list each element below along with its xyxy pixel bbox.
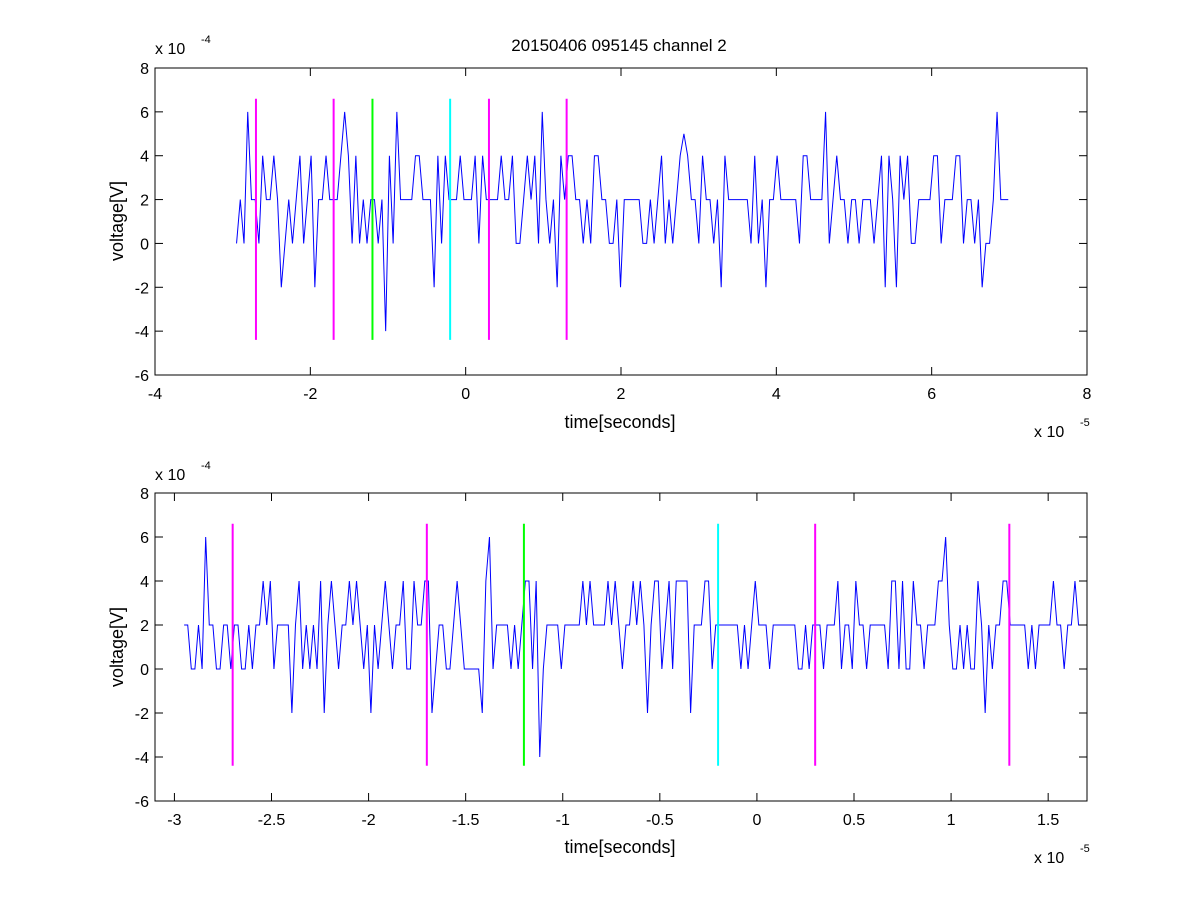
bottom-plot-x-ticks: -3 -2.5 -2 -1.5 -1 -0.5 0 0.5 1 1.5	[167, 493, 1059, 829]
top-plot-x-tick-label: 8	[1083, 386, 1092, 403]
bottom-plot-y-label: voltage[V]	[107, 607, 127, 687]
bottom-plot-y-tick-label: -6	[135, 794, 149, 811]
bottom-plot-x-tick-label: -3	[167, 812, 181, 829]
top-plot-marker-group	[254, 98, 568, 340]
bottom-plot-y-tick-label: 4	[140, 574, 149, 591]
top-plot-y-ticks: -6 -4 -2 0 2 4 6 8	[135, 61, 1087, 385]
top-plot-x-ticks: -4 -2 0 2 4 6 8	[148, 68, 1092, 403]
top-plot-x-exponent-base: x 10	[1034, 424, 1064, 441]
bottom-plot-x-tick-label: -0.5	[646, 812, 674, 829]
top-plot-x-tick-label: 0	[461, 386, 470, 403]
top-plot-x-tick-label: 6	[927, 386, 936, 403]
top-plot-y-tick-label: 4	[140, 149, 149, 166]
top-plot-y-tick-label: -6	[135, 368, 149, 385]
bottom-plot-y-tick-label: -4	[135, 750, 149, 767]
bottom-plot-y-tick-label: 8	[140, 486, 149, 503]
bottom-plot-x-label: time[seconds]	[564, 837, 675, 857]
top-plot-y-tick-label: 2	[140, 193, 149, 210]
top-plot-signal-line	[236, 111, 1009, 332]
top-plot-x-tick-label: 2	[617, 386, 626, 403]
top-plot-y-exponent-base: x 10	[155, 41, 185, 58]
top-plot-y-label: voltage[V]	[107, 181, 127, 261]
bottom-plot-y-tick-label: 6	[140, 530, 149, 547]
bottom-plot-y-exponent: -4	[201, 460, 211, 472]
bottom-plot-x-tick-label: 1	[947, 812, 956, 829]
bottom-plot-signal-group	[184, 536, 1086, 758]
bottom-plot-x-tick-label: 0.5	[843, 812, 865, 829]
bottom-plot-marker-group	[231, 523, 1011, 766]
top-plot-y-tick-label: 6	[140, 105, 149, 122]
bottom-plot-y-tick-label: 0	[140, 662, 149, 679]
bottom-plot-x-exponent: -5	[1080, 843, 1090, 855]
top-plot-signal-group	[236, 111, 1009, 332]
top-plot-x-tick-label: 4	[772, 386, 781, 403]
bottom-plot-y-tick-label: 2	[140, 618, 149, 635]
bottom-plot: -3 -2.5 -2 -1.5 -1 -0.5 0 0.5 1 1.5 -6 -4 -2 0 2 4 6 8 t…	[107, 460, 1090, 867]
bottom-plot-x-tick-label: 1.5	[1037, 812, 1059, 829]
top-plot-y-tick-label: -4	[135, 324, 149, 341]
bottom-plot-x-tick-label: -2.5	[258, 812, 286, 829]
top-plot-x-tick-label: -2	[303, 386, 317, 403]
bottom-plot-x-tick-label: -1	[556, 812, 570, 829]
bottom-plot-axes-box	[154, 492, 1088, 802]
top-plot-y-tick-label: -2	[135, 280, 149, 297]
top-plot-y-tick-label: 0	[140, 236, 149, 253]
bottom-plot-x-tick-label: 0	[752, 812, 761, 829]
bottom-plot-y-ticks: -6 -4 -2 0 2 4 6 8	[135, 486, 1087, 811]
top-plot-y-tick-label: 8	[140, 61, 149, 78]
bottom-plot-x-exponent-base: x 10	[1034, 850, 1064, 867]
bottom-plot-x-tick-label: -1.5	[452, 812, 480, 829]
top-plot-x-label: time[seconds]	[564, 412, 675, 432]
bottom-plot-y-exponent-base: x 10	[155, 467, 185, 484]
bottom-plot-y-tick-label: -2	[135, 706, 149, 723]
bottom-plot-signal-line	[184, 536, 1086, 758]
top-plot-x-tick-label: -4	[148, 386, 162, 403]
top-plot-y-exponent: -4	[201, 34, 211, 46]
top-plot-x-exponent: -5	[1080, 417, 1090, 429]
bottom-plot-x-tick-label: -2	[361, 812, 375, 829]
figure-title: 20150406 095145 channel 2	[511, 36, 727, 55]
